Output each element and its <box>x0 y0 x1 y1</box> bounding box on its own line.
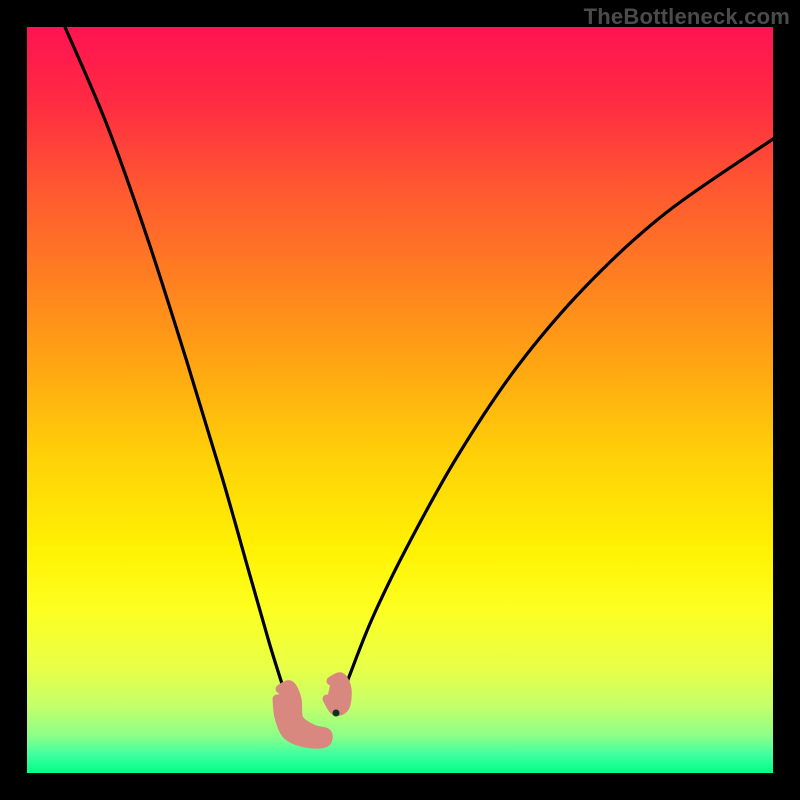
watermark-text: TheBottleneck.com <box>584 4 790 30</box>
valley-dot <box>333 710 340 717</box>
plot-svg <box>27 27 773 773</box>
bump-right <box>327 677 347 712</box>
gradient-background <box>27 27 773 773</box>
plot-area <box>27 27 773 773</box>
